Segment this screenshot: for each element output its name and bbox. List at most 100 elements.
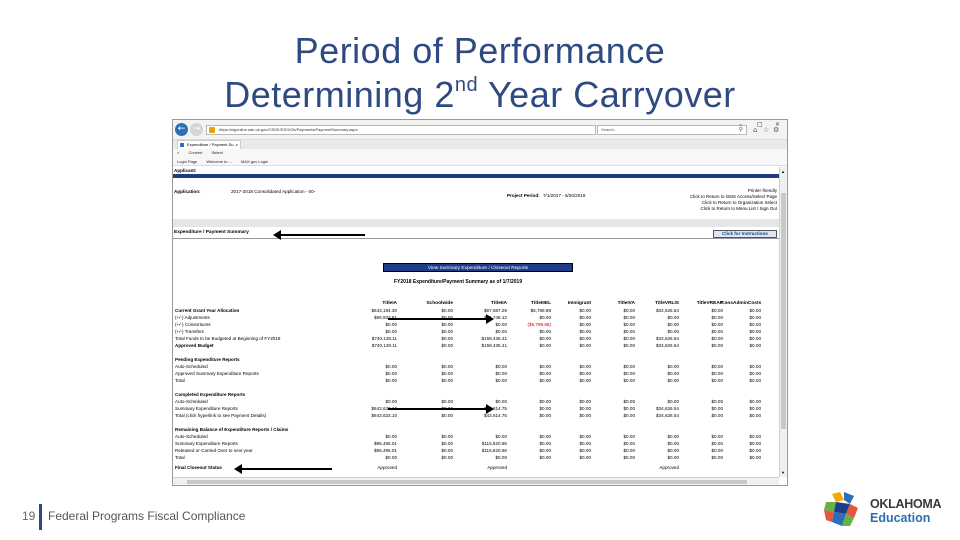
table-cell: $643,194.30 — [371, 308, 397, 313]
row-label: Approved Budget — [175, 343, 214, 348]
column-header: TitleIVA — [617, 301, 635, 306]
browser-tab[interactable]: Expenditure / Payment Su... × — [177, 140, 241, 149]
arrow-summary-reports — [388, 404, 494, 414]
table-cell: $0.00 — [667, 378, 680, 383]
convert-button[interactable]: Convert — [188, 150, 203, 155]
column-header: TitleVRLIS — [655, 301, 679, 306]
table-cell: $0.00 — [441, 343, 454, 348]
settings-gear-icon[interactable]: ⚙ — [773, 126, 780, 134]
select-button[interactable]: Select — [211, 150, 223, 155]
table-cell[interactable]: $0.00 — [711, 413, 724, 418]
row-label: (+/-) Adjustments — [175, 315, 210, 320]
table-cell: $0.00 — [749, 378, 762, 383]
return-gms-link[interactable]: Click to Return to GMS Access/Select Pag… — [689, 194, 777, 199]
table-cell: $0.00 — [623, 343, 636, 348]
table-cell: $0.00 — [623, 448, 636, 453]
horizontal-scrollbar[interactable] — [173, 477, 779, 485]
table-cell: $0.00 — [385, 378, 398, 383]
instructions-button[interactable]: Click for Instructions — [713, 230, 777, 238]
back-arrow-icon[interactable]: ← — [175, 123, 188, 136]
footer-divider — [39, 504, 42, 530]
view-summary-button[interactable]: View Summary Expenditure / Closeout Repo… — [383, 263, 573, 272]
table-cell: $34,626.54 — [656, 336, 679, 341]
close-x-icon[interactable]: × — [177, 150, 180, 155]
table-cell[interactable]: $0.00 — [441, 413, 454, 418]
table-cell: $0.00 — [385, 455, 398, 460]
row-label: Pending Expenditure Reports — [175, 357, 240, 362]
printer-friendly-link[interactable]: Printer-friendly — [747, 188, 777, 193]
table-cell: $0.00 — [711, 378, 724, 383]
return-menu-link[interactable]: Click to Return to Menu List / Sign Out — [700, 206, 777, 211]
table-cell: $0.00 — [441, 336, 454, 341]
table-cell: $115,820.66 — [481, 441, 507, 446]
table-cell: $0.00 — [495, 378, 508, 383]
forward-arrow-icon[interactable]: → — [190, 123, 203, 136]
table-cell: $0.00 — [441, 434, 454, 439]
header-blue-bar — [173, 174, 779, 178]
table-cell: $0.00 — [539, 455, 552, 460]
table-cell[interactable]: $0.00 — [579, 413, 592, 418]
fav-login-page[interactable]: Login Page — [177, 159, 198, 164]
table-cell: $0.00 — [711, 448, 724, 453]
vertical-scrollbar[interactable]: ▲ ▼ — [779, 167, 787, 477]
search-icon[interactable]: ⚲ — [738, 126, 743, 133]
home-icon[interactable]: ⌂ — [753, 126, 758, 134]
scroll-thumb[interactable] — [781, 193, 786, 429]
close-window-icon[interactable]: × — [775, 121, 781, 128]
column-header: TitleIIA — [491, 301, 507, 306]
table-cell: $0.00 — [539, 448, 552, 453]
table-cell[interactable]: $34,626.54 — [656, 413, 679, 418]
table-cell[interactable]: $0.00 — [749, 413, 762, 418]
return-org-link[interactable]: Click to Return to Organization Select — [701, 200, 777, 205]
table-cell: $5,789.88 — [530, 308, 551, 313]
table-cell: $0.00 — [441, 448, 454, 453]
table-cell: $0.00 — [749, 364, 762, 369]
url-input[interactable]: https://sigonline.sde.ok.gov/OSDE/SSO/Ok… — [206, 125, 596, 135]
column-header: Immigrant — [567, 301, 591, 306]
table-cell: $0.00 — [413, 315, 454, 320]
table-cell: $0.00 — [539, 343, 552, 348]
row-label: Remaining Balance of Expenditure Reports… — [175, 427, 289, 432]
application-value: 2017-2018 Consolidated Application - 00- — [231, 189, 316, 194]
table-cell: $0.00 — [667, 441, 680, 446]
table-cell: $43,614.75 — [484, 406, 507, 411]
table-cell: $0.00 — [579, 322, 592, 327]
table-cell[interactable]: $43,614.75 — [484, 413, 507, 418]
table-cell: $0.00 — [441, 371, 454, 376]
minimize-icon[interactable]: – — [739, 121, 742, 128]
table-cell: Approved — [659, 465, 679, 470]
tab-close-icon[interactable]: × — [235, 142, 238, 147]
favorites-star-icon[interactable]: ☆ — [763, 126, 770, 134]
row-label: Final Closeout Status — [175, 465, 222, 470]
table-cell: $0.00 — [441, 322, 454, 327]
tab-favicon-icon — [180, 143, 184, 147]
table-cell: $0.00 — [579, 329, 592, 334]
table-cell: $0.00 — [495, 455, 508, 460]
table-cell[interactable]: $643,633.10 — [371, 413, 397, 418]
table-cell: $0.00 — [539, 434, 552, 439]
table-cell[interactable]: $0.00 — [539, 413, 552, 418]
table-cell: $0.00 — [667, 434, 680, 439]
scroll-up-icon[interactable]: ▲ — [781, 169, 785, 174]
table-cell: Approved — [487, 465, 507, 470]
table-cell: $0.00 — [579, 315, 592, 320]
row-label: Summary Expenditure Reports — [175, 406, 238, 411]
maximize-icon[interactable]: □ — [757, 121, 763, 128]
table-cell: $0.00 — [711, 308, 724, 313]
search-input[interactable]: Search... ⚲ — [597, 125, 747, 135]
address-bar-row: ← → https://sigonline.sde.ok.gov/OSDE/SS… — [173, 120, 787, 140]
table-cell: $0.00 — [711, 434, 724, 439]
column-header: TitleIA — [382, 301, 397, 306]
h-scroll-thumb[interactable] — [187, 480, 747, 484]
fav-max-gov[interactable]: MAX.gov Login — [241, 159, 269, 164]
title-line2-sup: nd — [454, 74, 479, 96]
table-cell[interactable]: $0.00 — [623, 413, 636, 418]
fav-welcome[interactable]: Welcome to ... — [206, 159, 232, 164]
browser-screenshot: ← → https://sigonline.sde.ok.gov/OSDE/SS… — [172, 119, 788, 486]
row-label: Total (click hyperlink to see Payment De… — [175, 413, 267, 418]
table-cell: $643,633.10 — [371, 406, 397, 411]
footer-text: Federal Programs Fiscal Compliance — [48, 509, 246, 523]
row-label: Total Funds to be Budgeted at Beginning … — [175, 336, 281, 341]
summary-title: FY2018 Expenditure/Payment Summary as of… — [394, 279, 523, 285]
scroll-down-icon[interactable]: ▼ — [781, 470, 785, 475]
